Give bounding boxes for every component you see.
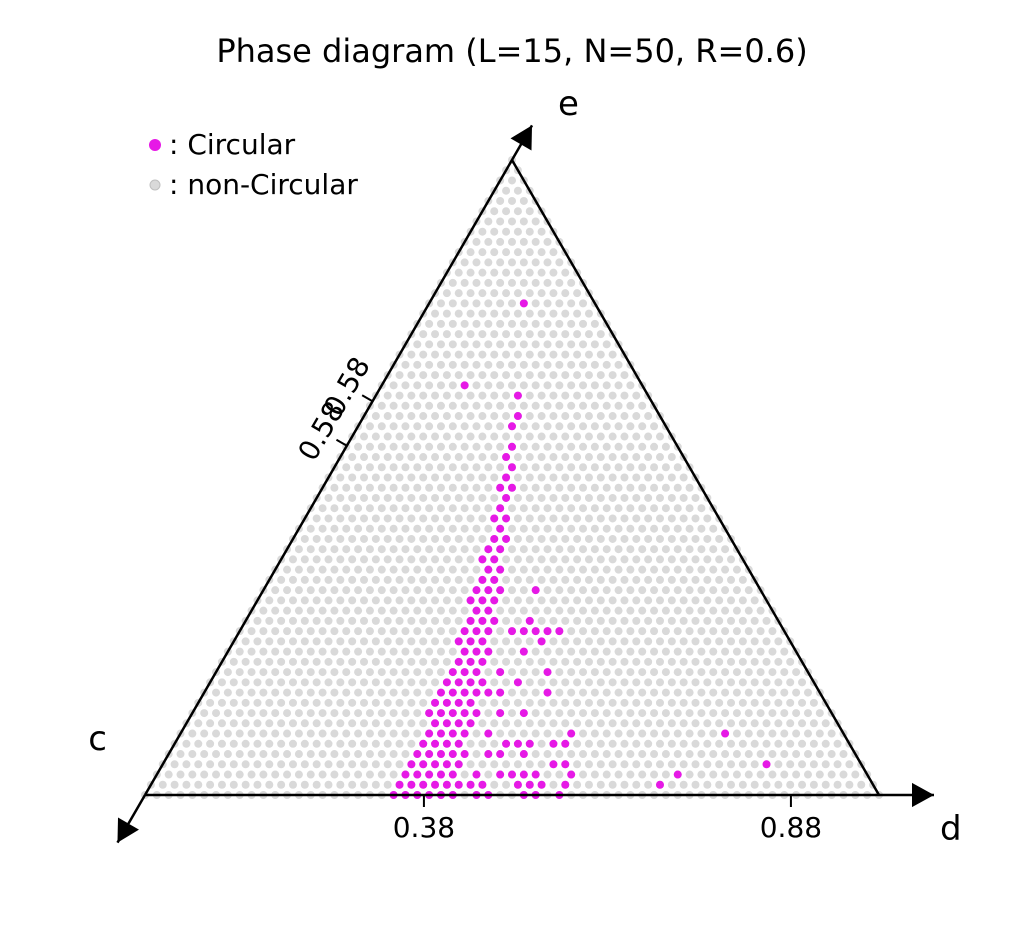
axis-label-d: d: [940, 809, 962, 849]
d-tick-label: 0.88: [760, 811, 822, 844]
legend-label: : Circular: [169, 128, 296, 161]
d-tick-label: 0.38: [393, 811, 455, 844]
legend-marker: [150, 180, 160, 190]
axis-label-c: c: [88, 719, 107, 759]
chart-title: Phase diagram (L=15, N=50, R=0.6): [216, 32, 807, 70]
legend-marker: [149, 139, 161, 151]
legend-label: : non-Circular: [169, 168, 358, 201]
axis-label-e: e: [558, 84, 579, 124]
